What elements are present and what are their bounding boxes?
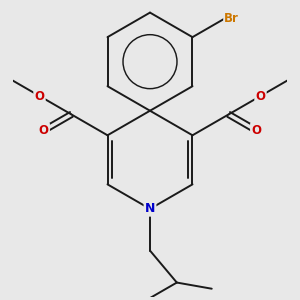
- Text: O: O: [251, 124, 261, 137]
- Text: O: O: [256, 89, 266, 103]
- Text: O: O: [39, 124, 49, 137]
- Text: N: N: [145, 202, 155, 215]
- Text: Br: Br: [224, 12, 239, 25]
- Text: O: O: [34, 89, 44, 103]
